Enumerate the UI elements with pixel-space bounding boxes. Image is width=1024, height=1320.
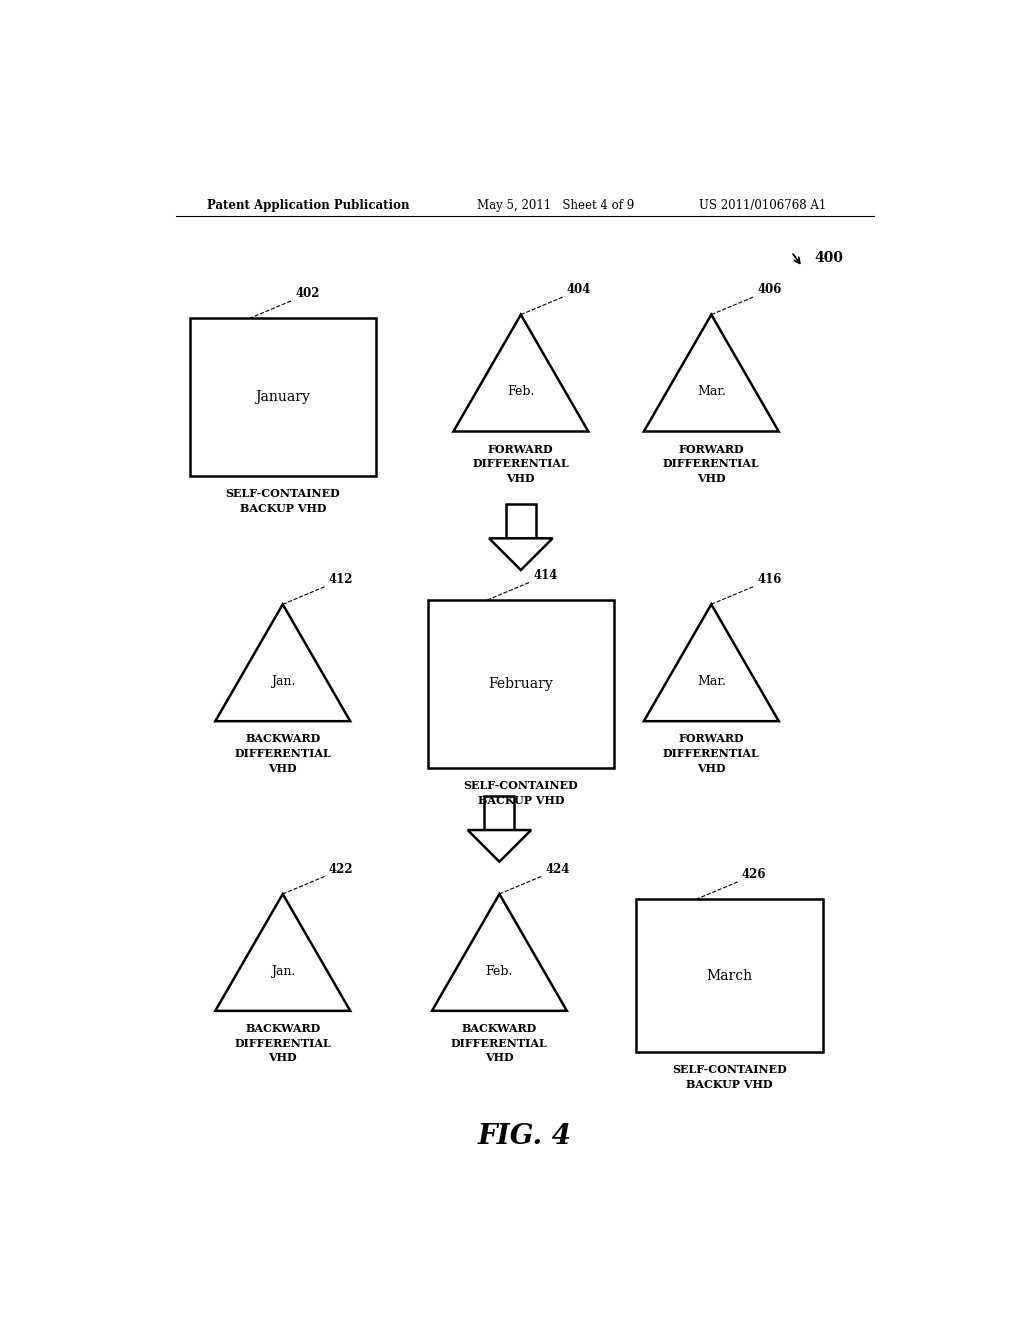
Text: 426: 426 — [742, 869, 767, 880]
Text: FIG. 4: FIG. 4 — [478, 1123, 571, 1150]
Text: Mar.: Mar. — [697, 675, 726, 688]
Text: 400: 400 — [814, 251, 844, 265]
Text: FORWARD
DIFFERENTIAL
VHD: FORWARD DIFFERENTIAL VHD — [472, 444, 569, 484]
Text: FORWARD
DIFFERENTIAL
VHD: FORWARD DIFFERENTIAL VHD — [663, 734, 760, 774]
Text: 414: 414 — [534, 569, 558, 582]
Text: 422: 422 — [329, 863, 353, 875]
Bar — [189, 318, 376, 477]
Text: Patent Application Publication: Patent Application Publication — [207, 198, 410, 211]
Text: January: January — [255, 391, 310, 404]
Text: March: March — [707, 969, 753, 982]
Bar — [484, 796, 514, 830]
Text: Feb.: Feb. — [507, 385, 535, 399]
Text: 416: 416 — [758, 573, 781, 586]
Text: BACKWARD
DIFFERENTIAL
VHD: BACKWARD DIFFERENTIAL VHD — [234, 1023, 331, 1063]
Text: US 2011/0106768 A1: US 2011/0106768 A1 — [699, 198, 826, 211]
Text: Feb.: Feb. — [485, 965, 513, 978]
Text: BACKWARD
DIFFERENTIAL
VHD: BACKWARD DIFFERENTIAL VHD — [234, 734, 331, 774]
Text: SELF-CONTAINED
BACKUP VHD: SELF-CONTAINED BACKUP VHD — [225, 488, 340, 513]
Text: 412: 412 — [329, 573, 353, 586]
Text: February: February — [488, 677, 553, 690]
Text: SELF-CONTAINED
BACKUP VHD: SELF-CONTAINED BACKUP VHD — [672, 1064, 786, 1089]
Polygon shape — [468, 830, 531, 862]
Polygon shape — [489, 539, 553, 570]
Text: SELF-CONTAINED
BACKUP VHD: SELF-CONTAINED BACKUP VHD — [464, 780, 579, 805]
Text: BACKWARD
DIFFERENTIAL
VHD: BACKWARD DIFFERENTIAL VHD — [451, 1023, 548, 1063]
Text: May 5, 2011   Sheet 4 of 9: May 5, 2011 Sheet 4 of 9 — [477, 198, 635, 211]
Bar — [506, 504, 536, 539]
Bar — [428, 601, 614, 768]
Text: 406: 406 — [758, 284, 781, 296]
Text: 424: 424 — [546, 863, 570, 875]
Text: Jan.: Jan. — [270, 675, 295, 688]
Bar — [636, 899, 823, 1052]
Text: Mar.: Mar. — [697, 385, 726, 399]
Text: FORWARD
DIFFERENTIAL
VHD: FORWARD DIFFERENTIAL VHD — [663, 444, 760, 484]
Text: 402: 402 — [295, 288, 319, 300]
Text: 404: 404 — [567, 284, 591, 296]
Text: Jan.: Jan. — [270, 965, 295, 978]
